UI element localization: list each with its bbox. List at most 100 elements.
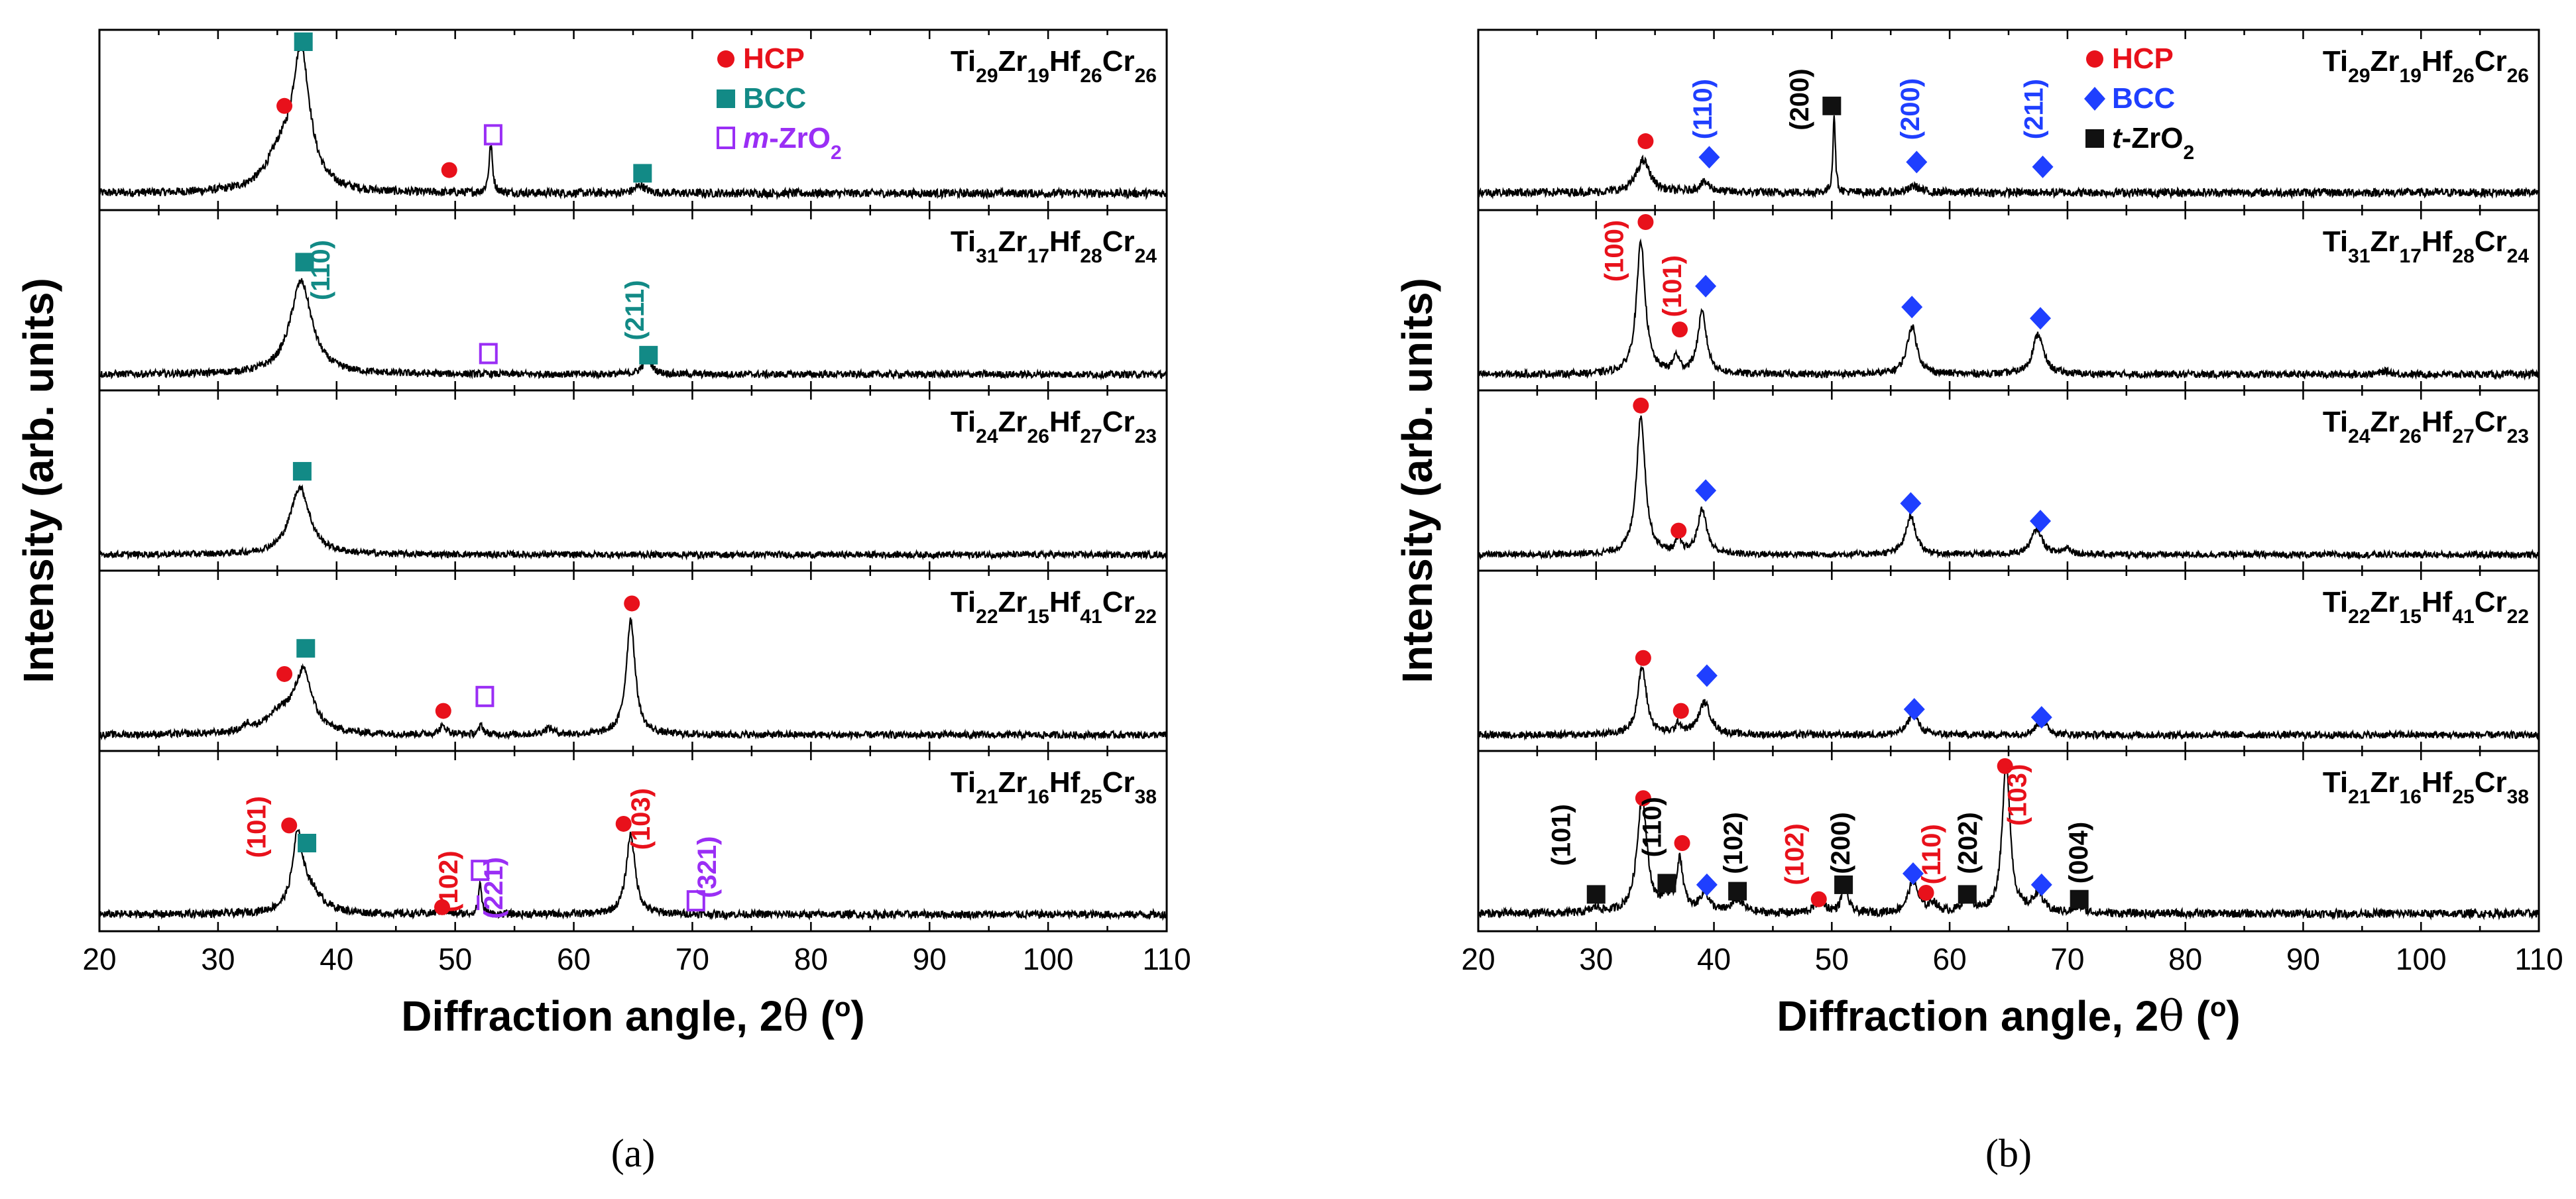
hkl-bar-digit: 2 xyxy=(479,895,508,910)
element-symbol: Hf xyxy=(2422,45,2453,78)
x-axis-title-open: ( xyxy=(2184,992,2211,1040)
subscript: 27 xyxy=(2452,426,2474,447)
m-zro2-peak-marker xyxy=(479,343,498,365)
hkl-open: ( xyxy=(479,909,508,919)
m-zro2-peak-marker xyxy=(483,124,502,146)
panel-b: (110) (200) (211)(200)Ti29Zr19Hf26Cr26(100… xyxy=(1393,29,2563,1175)
hkl-label: (102) xyxy=(434,850,463,912)
subscript: 24 xyxy=(2507,245,2530,267)
bcc-peak-marker xyxy=(2030,873,2052,896)
composition-label: Ti22Zr15Hf41Cr22 xyxy=(951,586,1157,628)
element-symbol: Cr xyxy=(1102,225,1135,258)
x-tick-label: 20 xyxy=(1461,942,1495,976)
legend: HCP BCC m-ZrO2 xyxy=(717,42,842,164)
hkl-label: (103) xyxy=(2003,764,2032,826)
y-axis-title: Intensity (arb. units) xyxy=(1393,278,1441,683)
subscript: 26 xyxy=(1135,65,1157,87)
element-symbol: Ti xyxy=(2323,586,2348,618)
x-axis-title-open: ( xyxy=(809,992,835,1040)
legend-label: t-ZrO2 xyxy=(2112,122,2194,164)
element-symbol: Hf xyxy=(2422,766,2453,799)
legend-label: HCP xyxy=(2112,42,2174,75)
hkl-label: (110) xyxy=(1917,824,1946,884)
bcc-peak-marker xyxy=(1698,146,1720,169)
x-tick-label: 20 xyxy=(82,942,116,976)
subscript: 19 xyxy=(2400,65,2422,87)
xrd-series-Ti29Zr19Hf26Cr26: Ti29Zr19Hf26Cr26 xyxy=(98,29,1168,211)
legend-label-sub: 2 xyxy=(831,142,842,164)
xrd-trace-Ti21Zr16Hf25Cr38 xyxy=(98,828,1167,921)
bcc-peak-marker xyxy=(2030,510,2051,533)
square-peak-marker xyxy=(295,253,314,272)
subscript: 21 xyxy=(976,786,998,808)
square-peak-marker xyxy=(294,32,313,51)
hkl-label: (321) xyxy=(693,836,722,898)
hcp-peak-marker xyxy=(1997,758,2013,774)
square-peak-marker xyxy=(633,164,652,183)
hcp-peak-marker xyxy=(276,97,293,114)
hkl-label: (200) xyxy=(1826,812,1855,874)
legend-label-italic: m xyxy=(743,122,769,154)
hcp-peak-marker xyxy=(276,665,293,682)
composition-label: Ti21Zr16Hf25Cr38 xyxy=(951,766,1157,808)
square-peak-marker xyxy=(1657,874,1676,893)
hkl-label: (102) xyxy=(1719,812,1748,874)
legend-label-rest: -ZrO xyxy=(2122,122,2184,154)
element-symbol: Hf xyxy=(1049,45,1081,78)
xrd-trace-Ti24Zr26Hf27Cr23 xyxy=(1477,415,2540,561)
subscript: 22 xyxy=(1135,606,1157,628)
x-tick-label: 110 xyxy=(2514,942,2563,976)
xrd-series-Ti24Zr26Hf27Cr23: Ti24Zr26Hf27Cr23 xyxy=(98,389,1168,572)
x-tick-label: 70 xyxy=(675,942,709,976)
subscript: 17 xyxy=(2400,245,2422,267)
hcp-peak-marker xyxy=(1918,885,1934,901)
subscript: 31 xyxy=(2348,245,2370,267)
xrd-series-Ti22Zr15Hf41Cr22: Ti22Zr15Hf41Cr22 xyxy=(98,569,1168,752)
xrd-series-Ti31Zr17Hf28Cr24: (100) (101) Ti31Zr17Hf28Cr24 xyxy=(1477,209,2540,392)
xrd-trace-Ti31Zr17Hf28Cr24 xyxy=(98,278,1167,381)
x-axis-title-main: Diffraction angle, 2 xyxy=(1777,992,2158,1040)
legend-square-symbol xyxy=(2085,129,2104,148)
element-symbol: Zr xyxy=(2371,766,2400,799)
x-axis-title-degree: o xyxy=(2210,993,2226,1022)
legend: HCP BCC t-ZrO2 xyxy=(2084,42,2194,164)
subscript: 28 xyxy=(2452,245,2474,267)
legend-label-sub: 2 xyxy=(2184,142,2195,164)
bcc-peak-marker xyxy=(1696,664,1718,687)
x-tick-label: 40 xyxy=(320,942,353,976)
element-symbol: Cr xyxy=(2475,225,2507,258)
bcc-peak-marker xyxy=(1695,479,1717,502)
subscript: 16 xyxy=(1027,786,1049,808)
hkl-label: (101) xyxy=(242,796,271,858)
x-tick-label: 100 xyxy=(2396,942,2447,976)
element-symbol: Hf xyxy=(2422,225,2453,258)
element-symbol: Hf xyxy=(1049,225,1081,258)
composition-label: Ti24Zr26Hf27Cr23 xyxy=(2323,406,2529,447)
element-symbol: Hf xyxy=(1049,406,1081,438)
composition-label: Ti21Zr16Hf25Cr38 xyxy=(2323,766,2529,808)
x-tick-label: 50 xyxy=(438,942,472,976)
subscript: 24 xyxy=(2348,426,2371,447)
y-axis-title: Intensity (arb. units) xyxy=(15,278,62,683)
x-tick-label: 110 xyxy=(1142,942,1191,976)
square-peak-marker xyxy=(1728,882,1747,901)
subscript: 26 xyxy=(1027,426,1049,447)
element-symbol: Ti xyxy=(2323,45,2348,78)
hkl-label: (110) xyxy=(306,240,335,300)
subscript: 15 xyxy=(2400,606,2422,628)
element-symbol: Ti xyxy=(2323,225,2348,258)
subscript: 29 xyxy=(976,65,998,87)
element-symbol: Ti xyxy=(951,586,976,618)
subscript: 17 xyxy=(1027,245,1049,267)
square-peak-marker xyxy=(639,345,658,365)
hcp-peak-marker xyxy=(1633,397,1649,414)
hcp-peak-marker xyxy=(1635,790,1651,807)
xrd-series-Ti31Zr17Hf28Cr24: (110) (211) Ti31Zr17Hf28Cr24 xyxy=(98,209,1168,392)
hcp-peak-marker xyxy=(281,817,298,834)
hcp-peak-marker xyxy=(1810,891,1827,907)
hkl-label: (200) xyxy=(1896,78,1925,140)
hkl-label: (102) xyxy=(1781,823,1810,885)
panel-a: Ti29Zr19Hf26Cr26(110)(211)Ti31Zr17Hf28Cr… xyxy=(15,29,1191,1175)
subscript: 22 xyxy=(2507,606,2529,628)
element-symbol: Zr xyxy=(2371,406,2400,438)
